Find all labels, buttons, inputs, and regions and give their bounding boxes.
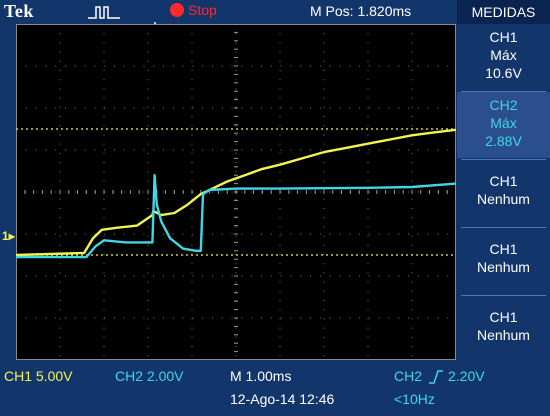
measurement-type: Máx bbox=[490, 115, 517, 131]
trigger-frequency: <10Hz bbox=[394, 391, 435, 407]
bottom-status-bar: CH1 5.00V CH2 2.00V M 1.00ms CH2 2.20V 1… bbox=[0, 362, 550, 416]
measurement-channel: CH1 bbox=[489, 29, 518, 45]
measurement-type: Nenhum bbox=[477, 191, 530, 207]
trigger-source: CH2 bbox=[394, 368, 423, 384]
measurement-slot[interactable]: CH1 Nenhum bbox=[457, 228, 550, 294]
ch1-marker-label: 1 bbox=[2, 229, 9, 243]
waveform-display bbox=[16, 24, 456, 360]
panel-title[interactable]: MEDIDAS bbox=[457, 0, 550, 24]
timebase: M 1.00ms bbox=[230, 368, 292, 384]
measurement-divider bbox=[461, 227, 546, 228]
measurement-channel: CH1 bbox=[489, 309, 518, 325]
status-bar: Tek Stop M Pos: 1.820ms bbox=[0, 0, 456, 22]
measurement-type: Máx bbox=[490, 47, 517, 63]
horizontal-position: M Pos: 1.820ms bbox=[310, 3, 412, 19]
brand-logo: Tek bbox=[4, 1, 34, 21]
ch1-waveform bbox=[16, 128, 456, 257]
rising-edge-icon bbox=[429, 370, 443, 384]
measurement-value: 2.88V bbox=[485, 133, 522, 149]
measurement-channel: CH2 bbox=[489, 97, 518, 113]
measurement-divider bbox=[461, 91, 546, 92]
ch2-scale: CH2 2.00V bbox=[115, 368, 184, 384]
measurement-slot[interactable]: CH1 Máx 10.6V bbox=[457, 24, 550, 90]
measurement-channel: CH1 bbox=[489, 173, 518, 189]
measurement-slot[interactable]: CH1 Nenhum bbox=[457, 160, 550, 226]
measurement-divider bbox=[461, 295, 546, 296]
stop-dot-icon bbox=[170, 3, 184, 17]
pulse-trigger-icon bbox=[88, 6, 120, 19]
measurement-slot[interactable]: CH2 Máx 2.88V bbox=[457, 92, 550, 158]
ch1-ground-marker-icon: 1▸ bbox=[2, 229, 15, 243]
trigger-level: 2.20V bbox=[448, 368, 485, 384]
run-state-label: Stop bbox=[188, 2, 217, 18]
measurement-type: Nenhum bbox=[477, 327, 530, 343]
ch1-scale: CH1 5.00V bbox=[4, 368, 73, 384]
waveform-plot bbox=[16, 24, 456, 360]
measurement-slot[interactable]: CH1 Nenhum bbox=[457, 296, 550, 362]
measurement-channel: CH1 bbox=[489, 241, 518, 257]
measurement-panel: MEDIDAS CH1 Máx 10.6V CH2 Máx 2.88V CH1 Nenhum C… bbox=[457, 0, 550, 362]
measurement-divider bbox=[461, 159, 546, 160]
date-time: 12-Ago-14 12:46 bbox=[230, 391, 335, 407]
measurement-type: Nenhum bbox=[477, 259, 530, 275]
measurement-value: 10.6V bbox=[485, 65, 522, 81]
ch2-waveform bbox=[16, 173, 456, 259]
run-state-indicator: Stop bbox=[170, 2, 217, 18]
